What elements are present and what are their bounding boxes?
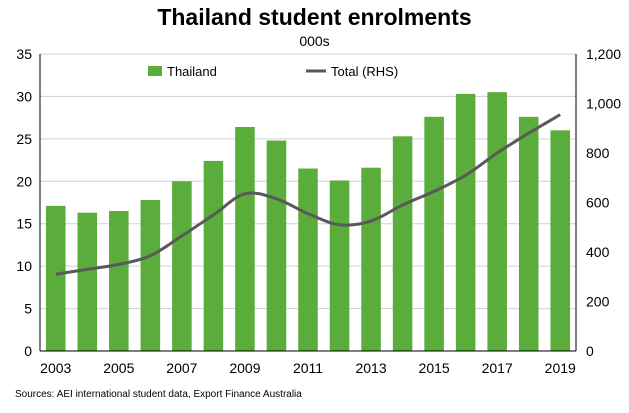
y-right-tick-label: 1,200 (586, 46, 621, 62)
bar-2012 (329, 180, 350, 351)
bar-2016 (455, 93, 476, 351)
y-right-tick-label: 200 (586, 294, 610, 310)
axes: 0 5 10 15 20 25 30 35 0 200 400 600 800 1,000 1,200 200… (16, 46, 621, 376)
y-right-tick-label: 600 (586, 195, 610, 211)
x-tick-label: 2017 (482, 360, 513, 376)
chart-subtitle: 000s (299, 33, 330, 49)
y-right-tick-label: 800 (586, 145, 610, 161)
legend-label-total: Total (RHS) (331, 64, 398, 79)
x-tick-label: 2009 (229, 360, 260, 376)
bar-2015 (424, 116, 444, 352)
y-left-tick-label: 5 (24, 301, 32, 317)
bar-2017 (487, 92, 507, 351)
x-tick-label: 2019 (545, 360, 576, 376)
bar-2018 (518, 116, 539, 352)
y-left-tick-label: 30 (16, 88, 32, 104)
x-tick-label: 2007 (166, 360, 197, 376)
y-left-tick-label: 0 (24, 343, 32, 359)
bar-2004 (77, 212, 98, 351)
bar-2006 (140, 199, 161, 351)
source-note: Sources: AEI international student data,… (15, 389, 302, 400)
bar-2007 (172, 181, 192, 351)
x-tick-label: 2013 (355, 360, 386, 376)
bar-2010 (266, 140, 287, 351)
total-line-layer (55, 113, 561, 276)
y-left-tick-label: 20 (16, 173, 32, 189)
x-tick-label: 2003 (40, 360, 71, 376)
y-right-tick-label: 400 (586, 244, 610, 260)
bars (45, 92, 571, 352)
x-tick-label: 2015 (419, 360, 450, 376)
y-right-tick-label: 0 (586, 343, 594, 359)
y-left-tick-label: 10 (16, 258, 32, 274)
bar-2019 (550, 130, 571, 351)
total-line (55, 113, 561, 276)
chart-title: Thailand student enrolments (157, 4, 472, 30)
x-tick-label: 2011 (293, 360, 323, 376)
legend-swatch-thailand (148, 66, 162, 76)
y-left-tick-label: 25 (16, 131, 32, 147)
y-left-tick-label: 15 (16, 216, 32, 232)
bar-2013 (361, 167, 381, 351)
y-left-tick-label: 35 (16, 46, 32, 62)
bar-2014 (392, 136, 413, 351)
bar-2009 (235, 126, 255, 351)
y-right-tick-label: 1,000 (586, 96, 621, 112)
bar-2003 (45, 205, 66, 351)
legend-label-thailand: Thailand (167, 64, 217, 79)
bar-2011 (298, 168, 318, 351)
x-tick-label: 2005 (103, 360, 134, 376)
bar-2005 (109, 210, 129, 351)
bar-2008 (203, 160, 224, 351)
legend: Thailand Total (RHS) (148, 64, 398, 79)
